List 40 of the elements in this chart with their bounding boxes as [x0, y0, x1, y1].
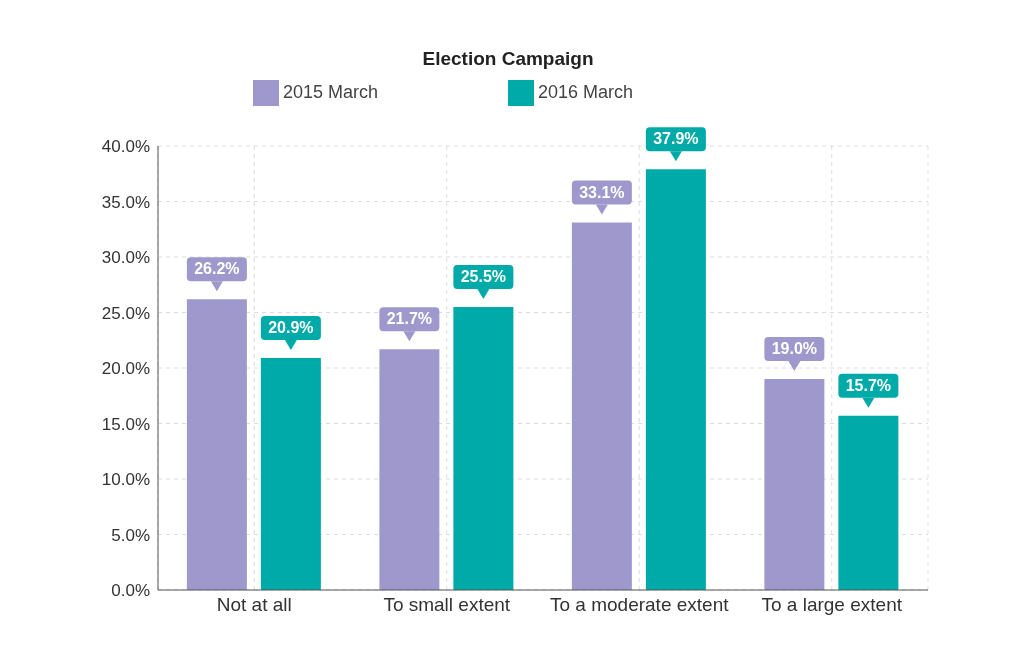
callout: 21.7%: [379, 307, 440, 342]
bar: [838, 415, 899, 590]
y-tick-label: 35.0%: [101, 192, 150, 212]
data-label: 26.2%: [194, 260, 240, 278]
x-tick-label: To a moderate extent: [550, 594, 730, 616]
callout: 20.9%: [260, 316, 321, 350]
x-tick-label: To a large extent: [761, 594, 903, 616]
y-tick-label: 5.0%: [111, 525, 150, 545]
bar: [260, 358, 321, 590]
data-label: 20.9%: [268, 319, 314, 337]
bar: [186, 299, 247, 590]
y-tick-label: 10.0%: [101, 470, 150, 490]
y-tick-label: 20.0%: [101, 359, 150, 379]
chart-title: Election Campaign: [421, 47, 595, 70]
bar: [571, 222, 632, 590]
data-label: 33.1%: [579, 183, 625, 201]
data-label: 25.5%: [460, 267, 507, 285]
bar: [645, 169, 706, 590]
y-tick-label: 15.0%: [101, 414, 150, 434]
callout: 15.7%: [838, 373, 899, 408]
bar: [453, 306, 514, 590]
callout: 19.0%: [764, 337, 825, 372]
bar: [764, 379, 825, 590]
y-tick-label: 40.0%: [101, 137, 150, 157]
y-tick-label: 25.0%: [101, 303, 150, 323]
data-label: 19.0%: [771, 340, 818, 358]
legend-label: 2016 March: [538, 81, 634, 102]
callout: 25.5%: [453, 264, 514, 299]
data-label: 21.7%: [386, 310, 433, 328]
data-label: 15.7%: [845, 376, 892, 394]
callout: 26.2%: [186, 257, 247, 292]
callout: 33.1%: [571, 180, 632, 215]
y-tick-label: 30.0%: [101, 248, 150, 268]
bar: [379, 349, 440, 590]
y-tick-label: 0.0%: [111, 581, 150, 601]
data-label: 37.9%: [653, 130, 699, 148]
legend-label: 2015 March: [282, 81, 378, 102]
callout: 37.9%: [645, 127, 706, 162]
x-tick-label: Not at all: [216, 594, 292, 616]
x-tick-label: To small extent: [383, 594, 511, 616]
